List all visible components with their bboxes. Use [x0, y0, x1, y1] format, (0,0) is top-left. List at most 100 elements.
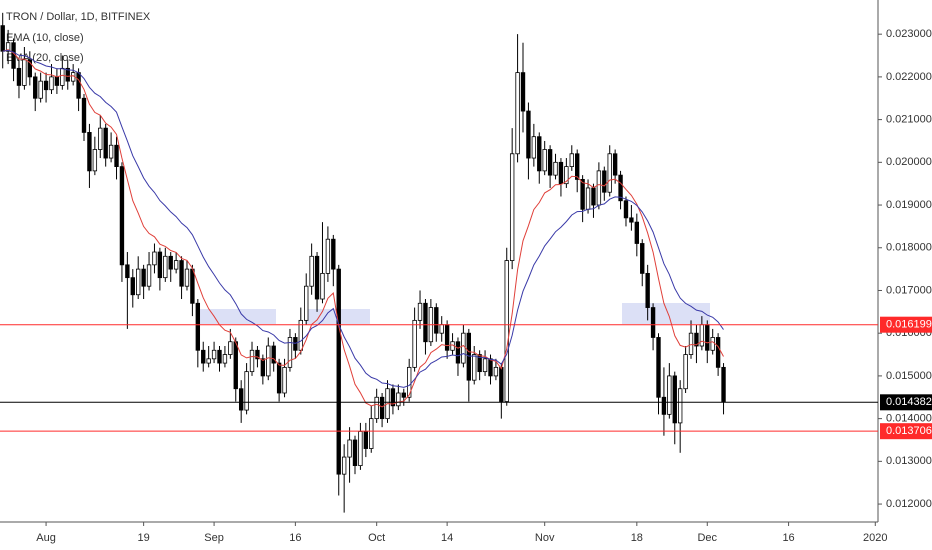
candle-body — [710, 337, 715, 351]
candle-body — [569, 153, 574, 167]
candle-body — [314, 255, 320, 300]
candle-body — [352, 439, 358, 467]
candle-body — [407, 366, 412, 398]
candle-body — [553, 161, 558, 176]
candle-body — [699, 324, 705, 347]
candle-body — [363, 431, 369, 449]
candle-body — [504, 260, 509, 402]
y-tick-label: 0.018000 — [886, 242, 932, 254]
candle-body — [618, 174, 623, 202]
candle-body — [130, 277, 135, 296]
candle-body — [634, 221, 640, 244]
candle-body — [542, 149, 547, 172]
candle-body — [217, 349, 222, 364]
candle-body — [125, 264, 130, 279]
candle-body — [683, 354, 688, 390]
candle-body — [5, 42, 11, 52]
candle-body — [439, 324, 444, 334]
candle-body — [688, 332, 694, 355]
candle-body — [672, 375, 677, 424]
candle-body — [228, 341, 233, 355]
candle-body — [390, 388, 396, 407]
candle-body — [575, 153, 580, 180]
x-tick-label: 19 — [137, 532, 149, 544]
y-tick-label: 0.015000 — [886, 370, 932, 382]
candle-body — [249, 349, 255, 373]
candle-body — [423, 302, 428, 343]
candle-body — [260, 358, 266, 377]
candle-body — [412, 319, 417, 368]
candle-body — [455, 341, 461, 364]
price-level-label: 0.013706 — [886, 425, 932, 437]
candle-body — [661, 396, 667, 415]
candle-body — [515, 72, 520, 155]
price-level-tag — [880, 394, 932, 411]
candle-body — [547, 149, 553, 176]
candle-body — [119, 166, 125, 266]
candle-body — [49, 76, 54, 91]
candle-body — [325, 238, 331, 274]
candle-body — [520, 72, 526, 112]
candle-body — [499, 366, 504, 402]
candle-body — [358, 431, 363, 467]
candle-body — [33, 76, 38, 99]
candle-body — [22, 59, 27, 86]
candle-body — [721, 366, 726, 402]
candle-body — [488, 358, 493, 377]
supply-zone — [200, 309, 276, 324]
zones — [200, 303, 710, 324]
y-tick-label: 0.023000 — [886, 28, 932, 40]
candle-body — [705, 324, 710, 351]
y-tick-label: 0.013000 — [886, 455, 932, 467]
candle-body — [640, 243, 645, 274]
candle-body — [141, 268, 146, 287]
y-tick-label: 0.017000 — [886, 284, 932, 296]
x-tick-label: Nov — [535, 532, 555, 544]
y-tick-label: 0.021000 — [886, 114, 932, 126]
candle-body — [336, 268, 341, 475]
x-tick-label: 16 — [782, 532, 794, 544]
candle-body — [163, 255, 168, 279]
candle-body — [509, 153, 515, 261]
y-tick-label: 0.019000 — [886, 199, 932, 211]
candle-body — [472, 354, 477, 381]
candle-body — [477, 354, 482, 373]
x-tick-label: 14 — [441, 532, 453, 544]
candle-body — [444, 324, 450, 351]
candle-body — [152, 251, 157, 266]
price-level-label: 0.014382 — [886, 396, 932, 408]
candle-body — [629, 217, 634, 223]
candle-body — [602, 170, 607, 193]
candle-body — [482, 358, 488, 373]
candle-body — [309, 255, 314, 287]
candle-body — [677, 388, 683, 424]
candle-body — [715, 337, 721, 368]
candle-body — [114, 144, 119, 167]
candle-body — [98, 127, 103, 150]
candle-body — [564, 166, 569, 185]
candle-body — [585, 187, 591, 210]
candle-body — [0, 25, 5, 52]
ema-line — [2, 49, 724, 388]
candle-body — [201, 349, 206, 364]
candle-body — [54, 76, 60, 86]
candle-body — [11, 42, 16, 69]
candle-body — [244, 371, 249, 411]
candle-body — [146, 264, 152, 287]
candle-body — [401, 392, 406, 398]
candle-body — [667, 375, 672, 415]
candle-body — [157, 251, 163, 279]
candle-body — [211, 349, 217, 360]
candle-body — [304, 285, 309, 321]
price-level-tag — [880, 423, 932, 440]
candle-body — [645, 272, 650, 308]
x-tick-label: Sep — [204, 532, 224, 544]
price-level-label: 0.016199 — [886, 319, 932, 331]
y-tick-label: 0.022000 — [886, 71, 932, 83]
candle-body — [271, 345, 276, 364]
candle-body — [266, 345, 271, 377]
candle-body — [374, 396, 379, 420]
candle-body — [434, 307, 439, 334]
candle-body — [65, 67, 70, 82]
